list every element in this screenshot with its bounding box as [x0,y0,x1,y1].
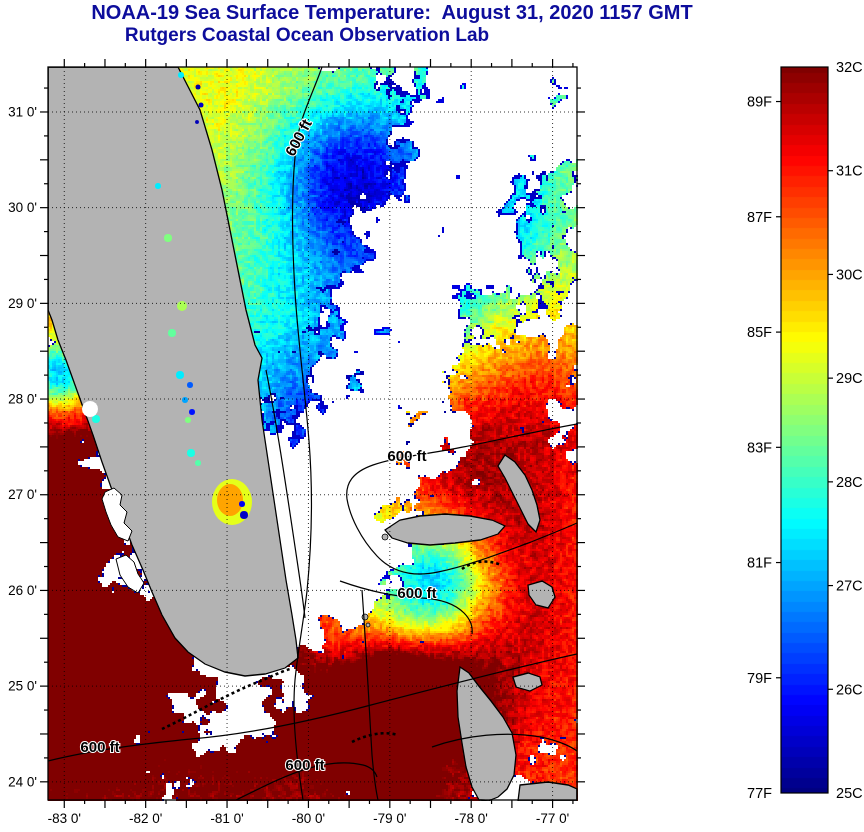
colorbar-label-fahrenheit: 77F [747,786,772,802]
colorbar-label-celsius: 25C [836,786,863,802]
y-axis-label: 29 0' [8,296,37,311]
colorbar-label-celsius: 29C [836,371,863,387]
x-axis-label: -78 0' [455,811,488,826]
sst-map-image [48,67,578,801]
y-axis-label: 28 0' [8,392,37,407]
x-axis-label: -79 0' [373,811,406,826]
colorbar-label-celsius: 32C [836,60,863,76]
y-axis-label: 27 0' [8,487,37,502]
y-axis-label: 26 0' [8,583,37,598]
y-axis-label: 25 0' [8,679,37,694]
colorbar-label-fahrenheit: 81F [747,556,772,572]
y-axis-label: 31 0' [8,104,37,119]
x-axis-label: -81 0' [210,811,243,826]
figure-subtitle: Rutgers Coastal Ocean Observation Lab [124,25,490,46]
y-axis-label: 30 0' [8,200,37,215]
colorbar-label-fahrenheit: 83F [747,440,772,456]
colorbar-label-fahrenheit: 79F [747,671,772,687]
y-axis-label: 24 0' [8,774,37,789]
colorbar-gradient [781,67,828,793]
colorbar-label-celsius: 28C [836,475,863,491]
x-axis-label: -83 0' [48,811,81,826]
colorbar-label-fahrenheit: 87F [747,210,772,226]
x-axis-label: -77 0' [536,811,569,826]
colorbar-label-fahrenheit: 85F [747,325,772,341]
colorbar-label-celsius: 26C [836,682,863,698]
figure-title: NOAA-19 Sea Surface Temperature: August … [91,2,693,24]
colorbar-label-celsius: 30C [836,267,863,283]
colorbar-label-fahrenheit: 89F [747,95,772,111]
x-axis-label: -80 0' [292,811,325,826]
colorbar-label-celsius: 31C [836,164,863,180]
colorbar-label-celsius: 27C [836,579,863,595]
x-axis-label: -82 0' [129,811,162,826]
